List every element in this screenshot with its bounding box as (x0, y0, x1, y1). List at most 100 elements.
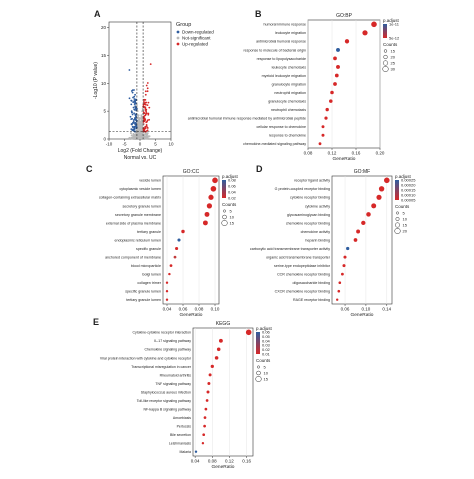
data-point (362, 30, 368, 36)
legend-size-label: 15 (391, 49, 396, 54)
legend-color-label: 0.02 (262, 347, 271, 352)
legend-size-swatch (257, 365, 260, 369)
volcano-point (132, 135, 135, 137)
volcano-point (137, 136, 140, 138)
data-point (325, 107, 329, 112)
volcano-point (145, 101, 148, 104)
volcano-point (147, 101, 150, 104)
category-label: RAGE receptor binding (293, 298, 330, 302)
category-label: collagen-containing extracellular matrix (99, 196, 161, 200)
legend-size-swatch (383, 54, 388, 60)
panel-letter-d: D (256, 164, 263, 174)
category-label: granulocyte chemotaxis (268, 99, 306, 103)
x-axis-label: GeneRatio (180, 312, 203, 318)
volcano-point (133, 98, 136, 100)
volcano-point (146, 137, 148, 140)
x-tick-label: 0 (139, 142, 142, 147)
category-label: myeloid leukocyte migration (262, 74, 306, 78)
data-point (218, 338, 223, 343)
x-tick-label: 0.12 (328, 151, 337, 156)
y-tick-label: 0 (103, 137, 106, 142)
legend-color-label: 1e-11 (389, 22, 400, 27)
color-bar (222, 180, 226, 198)
category-label: Transcriptional misregulation in cancer (131, 365, 192, 369)
volcano-point (135, 115, 137, 118)
legend-size-label: 30 (391, 67, 396, 72)
subtitle: Normal vs. UC (124, 155, 157, 161)
legend-size-swatch (383, 49, 388, 53)
category-label: cytokine receptor binding (290, 196, 330, 200)
legend-size-label: 20 (391, 55, 396, 60)
x-axis-label: GeneRatio (351, 312, 374, 318)
category-label: NF-kappa B signaling pathway (144, 407, 192, 411)
panel-letter-e: E (93, 317, 99, 327)
data-point (321, 125, 325, 129)
volcano-point (130, 90, 133, 92)
plot-frame (331, 175, 393, 305)
data-point (206, 390, 210, 394)
data-point (336, 64, 340, 69)
legend-size-label: 15 (403, 223, 408, 228)
data-point (378, 186, 385, 192)
volcano-point (141, 132, 143, 135)
volcano-point (134, 101, 137, 104)
category-label: Toll-like receptor signaling pathway (137, 399, 192, 403)
data-point (202, 433, 206, 437)
category-label: leukocyte chemotaxis (272, 65, 307, 69)
category-label: Cytokine-cytokine receptor interaction (132, 331, 191, 335)
category-label: CCR chemokine receptor binding (277, 273, 330, 277)
legend-color-label: 0.03 (262, 343, 271, 348)
legend-color-label: 5e-12 (389, 36, 400, 41)
category-label: chemokine receptor binding (286, 221, 330, 225)
data-point (210, 364, 214, 369)
data-point (353, 238, 358, 242)
legend-size-swatch (394, 227, 401, 235)
legend-size-label: 10 (403, 217, 408, 222)
dotplot-e: KEGG Cytokine-cytokine receptor interacti… (100, 321, 273, 470)
category-label: cellular response to chemokine (256, 125, 306, 129)
volcano-point (146, 136, 149, 138)
volcano-points (128, 63, 152, 140)
volcano-point (137, 134, 140, 137)
data-point (214, 356, 219, 360)
legend-color-label: 0.04 (228, 190, 237, 195)
data-point (205, 399, 209, 402)
data-point (204, 407, 208, 411)
volcano-point (134, 93, 137, 96)
category-label: Bile secretion (170, 433, 191, 437)
y-tick-label: 5 (103, 109, 106, 114)
category-label: response to chemokine (269, 134, 306, 138)
category-label: granulocyte migration (272, 82, 306, 86)
legend-color-label: 0.04 (262, 338, 271, 343)
volcano-point (136, 121, 139, 124)
category-label: tertiary granule lumen (126, 298, 161, 302)
category-label: CXCR chemokine receptor binding (275, 290, 330, 294)
legend-size-label: 5 (230, 209, 233, 214)
x-tick-label: 0.12 (225, 459, 234, 464)
volcano-point (141, 126, 144, 128)
y-tick-label: 20 (101, 25, 107, 30)
volcano-point (132, 96, 134, 99)
category-label: antimicrobial humoral response (256, 40, 306, 44)
volcano-point (140, 120, 142, 123)
volcano-point (141, 110, 144, 113)
volcano-point (132, 126, 135, 129)
volcano-point (134, 99, 137, 102)
x-tick-label: 0.20 (376, 151, 385, 156)
volcano-point (132, 132, 135, 135)
volcano-point (131, 91, 134, 94)
category-label: secretory granule membrane (115, 213, 161, 217)
category-label: humoral immune response (263, 23, 306, 27)
volcano-point (132, 121, 134, 124)
x-axis-label: GeneRatio (333, 156, 356, 162)
volcano-point (143, 118, 145, 120)
volcano-point (134, 106, 137, 109)
data-point (346, 246, 350, 251)
data-point (333, 82, 337, 86)
legend-label: Up-regulated (182, 42, 209, 47)
data-point (204, 211, 210, 217)
data-point (384, 177, 390, 184)
category-label: organic acid transmembrane transporter (266, 255, 331, 259)
volcano-point (140, 128, 143, 131)
category-label: Chemokine signaling pathway (145, 348, 192, 352)
